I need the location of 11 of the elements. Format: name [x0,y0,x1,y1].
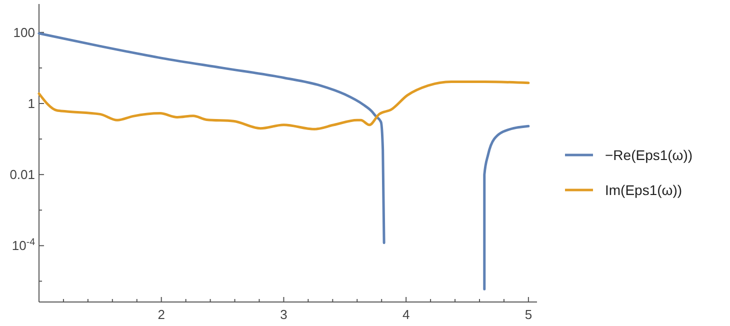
y-tick-label: 0.01 [10,167,35,182]
y-tick-label: 1 [28,96,35,111]
y-tick-label: 100 [13,24,35,40]
legend-label: Im(Eps1(ω)) [605,182,682,198]
y-tick-label: 10$^{-4}$ [12,236,36,254]
x-tick-label: 4 [402,307,410,322]
x-tick-label: 2 [158,307,165,322]
x-tick-label: 5 [524,307,532,322]
x-tick-label: 3 [280,307,288,322]
line-series [38,80,530,130]
legend-label: −Re(Eps1(ω)) [605,147,693,163]
